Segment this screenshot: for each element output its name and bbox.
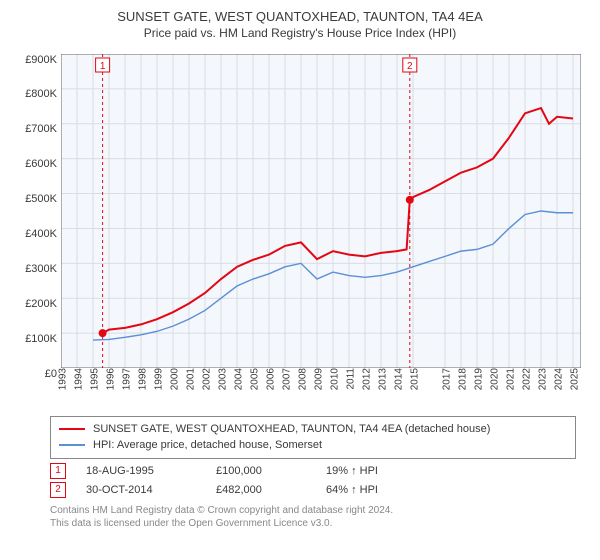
x-tick-label: 2005 xyxy=(246,368,261,390)
x-tick-label: 2014 xyxy=(390,368,405,390)
sale-marker: 1 xyxy=(50,463,66,479)
y-tick-label: £100K xyxy=(25,333,61,345)
plot-region: £0£100K£200K£300K£400K£500K£600K£700K£80… xyxy=(61,54,581,368)
x-tick-label: 1995 xyxy=(86,368,101,390)
sale-hpi-delta: 19% ↑ HPI xyxy=(326,465,378,477)
sale-date: 18-AUG-1995 xyxy=(86,465,196,477)
x-tick-label: 1998 xyxy=(134,368,149,390)
x-tick-label: 2009 xyxy=(310,368,325,390)
legend: SUNSET GATE, WEST QUANTOXHEAD, TAUNTON, … xyxy=(50,416,576,459)
x-tick-label: 2025 xyxy=(566,368,581,390)
x-tick-label: 2003 xyxy=(214,368,229,390)
sale-row: 1 18-AUG-1995 £100,000 19% ↑ HPI xyxy=(50,463,576,479)
sale-row: 2 30-OCT-2014 £482,000 64% ↑ HPI xyxy=(50,482,576,498)
y-tick-label: £500K xyxy=(25,193,61,205)
x-tick-label: 1993 xyxy=(54,368,69,390)
legend-label: SUNSET GATE, WEST QUANTOXHEAD, TAUNTON, … xyxy=(93,421,490,438)
footer-line-2: This data is licensed under the Open Gov… xyxy=(50,517,576,531)
x-tick-label: 1999 xyxy=(150,368,165,390)
chart-area: £0£100K£200K£300K£400K£500K£600K£700K£80… xyxy=(15,48,585,408)
x-tick-label: 2006 xyxy=(262,368,277,390)
x-tick-label: 1996 xyxy=(102,368,117,390)
x-tick-label: 1997 xyxy=(118,368,133,390)
legend-item: HPI: Average price, detached house, Some… xyxy=(59,437,567,454)
sale-price: £100,000 xyxy=(216,465,306,477)
x-tick-label: 2023 xyxy=(534,368,549,390)
legend-swatch xyxy=(59,444,85,446)
svg-text:1: 1 xyxy=(100,61,106,72)
x-tick-label: 2020 xyxy=(486,368,501,390)
x-tick-label: 2013 xyxy=(374,368,389,390)
sales-list: 1 18-AUG-1995 £100,000 19% ↑ HPI 2 30-OCT-201… xyxy=(14,463,586,498)
footer: Contains HM Land Registry data © Crown c… xyxy=(50,504,576,531)
x-tick-label: 2001 xyxy=(182,368,197,390)
x-tick-label: 2011 xyxy=(342,368,357,390)
y-tick-label: £600K xyxy=(25,158,61,170)
legend-item: SUNSET GATE, WEST QUANTOXHEAD, TAUNTON, … xyxy=(59,421,567,438)
sale-hpi-delta: 64% ↑ HPI xyxy=(326,484,378,496)
x-tick-label: 1994 xyxy=(70,368,85,390)
x-tick-label: 2021 xyxy=(502,368,517,390)
x-tick-label: 2010 xyxy=(326,368,341,390)
y-tick-label: £400K xyxy=(25,228,61,240)
chart-subtitle: Price paid vs. HM Land Registry's House … xyxy=(14,26,586,40)
sale-marker: 2 xyxy=(50,482,66,498)
x-tick-label: 2004 xyxy=(230,368,245,390)
x-tick-label: 2018 xyxy=(454,368,469,390)
x-tick-label: 2007 xyxy=(278,368,293,390)
chart-title: SUNSET GATE, WEST QUANTOXHEAD, TAUNTON, … xyxy=(14,8,586,26)
y-tick-label: £200K xyxy=(25,298,61,310)
x-tick-label: 2015 xyxy=(406,368,421,390)
y-tick-label: £900K xyxy=(25,54,61,66)
legend-swatch xyxy=(59,428,85,430)
y-tick-label: £700K xyxy=(25,123,61,135)
y-tick-label: £800K xyxy=(25,88,61,100)
sale-date: 30-OCT-2014 xyxy=(86,484,196,496)
x-tick-label: 2024 xyxy=(550,368,565,390)
footer-line-1: Contains HM Land Registry data © Crown c… xyxy=(50,504,576,518)
svg-text:2: 2 xyxy=(407,61,413,72)
y-tick-label: £300K xyxy=(25,263,61,275)
x-tick-label: 2008 xyxy=(294,368,309,390)
sale-price: £482,000 xyxy=(216,484,306,496)
legend-label: HPI: Average price, detached house, Some… xyxy=(93,437,322,454)
x-tick-label: 2019 xyxy=(470,368,485,390)
x-tick-label: 2017 xyxy=(438,368,453,390)
x-tick-label: 2012 xyxy=(358,368,373,390)
x-tick-label: 2000 xyxy=(166,368,181,390)
x-tick-label: 2002 xyxy=(198,368,213,390)
x-tick-label: 2022 xyxy=(518,368,533,390)
